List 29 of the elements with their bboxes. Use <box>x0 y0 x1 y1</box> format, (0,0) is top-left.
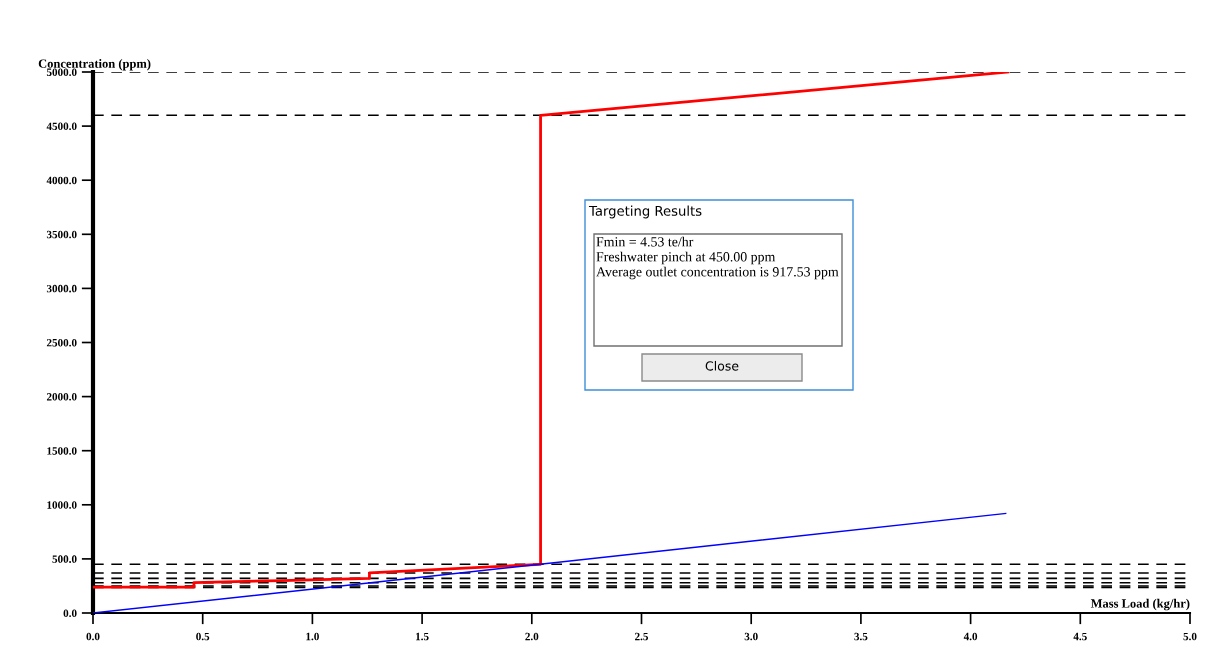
annotation: Close <box>705 360 739 371</box>
x-tick-label: 2.5 <box>635 632 649 641</box>
x-tick-label: 3.5 <box>854 632 868 641</box>
y-tick-label: 3500.0 <box>46 230 77 239</box>
y-tick-label: 0.0 <box>63 609 77 618</box>
x-tick-label: 0.0 <box>86 632 100 641</box>
line-series <box>93 72 1010 589</box>
y-tick-label: 4000.0 <box>46 176 77 185</box>
annotation: Targeting Results <box>588 205 702 219</box>
y-tick-label: 1000.0 <box>47 501 77 509</box>
x-tick-label: 5.0 <box>1183 632 1197 641</box>
x-tick-label: 2.0 <box>525 632 539 641</box>
x-tick-label: 0.5 <box>196 632 210 641</box>
x-tick-label: 1.5 <box>416 632 429 641</box>
annotation: Freshwater pinch at 450.00 ppm <box>596 251 776 265</box>
y-tick-label: 5000.0 <box>46 68 77 77</box>
y-tick-label: 2000.0 <box>46 393 77 401</box>
y-tick-label: 2500.0 <box>46 338 77 347</box>
x-tick-label: 3.0 <box>744 632 758 641</box>
annotation: Average outlet concentration is 917.53 ppm <box>596 266 839 280</box>
x-tick-label: 1.0 <box>306 632 319 641</box>
y-tick-label: 500.0 <box>52 555 77 563</box>
x-tick-label: 4.5 <box>1073 632 1087 641</box>
y-tick-label: 4500.0 <box>46 122 77 131</box>
annotation: Fmin = 4.53 te/hr <box>596 236 694 247</box>
y-tick-label: 3000.0 <box>46 284 77 293</box>
y-tick-label: 1500.0 <box>47 447 77 455</box>
x-tick-label: 4.0 <box>963 632 978 641</box>
x-axis-title: Mass Load (kg/hr) <box>1090 598 1190 611</box>
